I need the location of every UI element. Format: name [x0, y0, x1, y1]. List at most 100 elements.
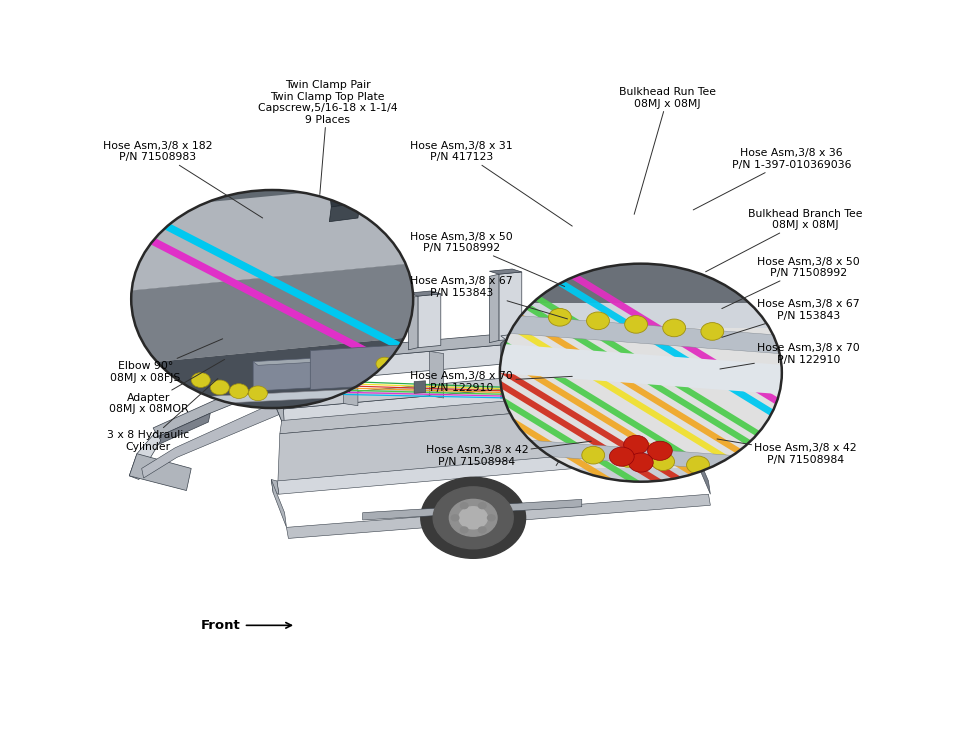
Polygon shape [334, 333, 367, 348]
Polygon shape [329, 203, 359, 221]
Polygon shape [500, 339, 505, 399]
Text: Bulkhead Branch Tee
08MJ x 08MJ: Bulkhead Branch Tee 08MJ x 08MJ [705, 209, 862, 272]
Polygon shape [281, 376, 341, 390]
Circle shape [487, 515, 495, 521]
Polygon shape [493, 343, 788, 395]
Circle shape [499, 263, 781, 482]
Circle shape [248, 386, 267, 401]
Circle shape [451, 515, 458, 521]
Polygon shape [130, 432, 160, 480]
Circle shape [420, 477, 525, 559]
Polygon shape [120, 386, 424, 408]
Polygon shape [142, 399, 278, 478]
Circle shape [433, 487, 513, 549]
Polygon shape [590, 375, 601, 387]
Polygon shape [500, 332, 534, 339]
Polygon shape [510, 344, 524, 390]
Circle shape [700, 323, 723, 340]
Polygon shape [493, 438, 788, 475]
Circle shape [623, 435, 648, 455]
Polygon shape [329, 184, 359, 207]
Polygon shape [277, 399, 684, 482]
Polygon shape [414, 381, 425, 393]
Circle shape [460, 503, 468, 508]
Text: Hose Asm,3/8 x 36
P/N 1-397-010369036: Hose Asm,3/8 x 36 P/N 1-397-010369036 [693, 148, 850, 210]
Text: Hose Asm,3/8 x 31
P/N 417123: Hose Asm,3/8 x 31 P/N 417123 [410, 141, 572, 226]
Text: Hose Asm,3/8 x 67
P/N 153843: Hose Asm,3/8 x 67 P/N 153843 [410, 277, 567, 319]
Polygon shape [596, 337, 610, 383]
Polygon shape [417, 294, 440, 348]
Polygon shape [272, 317, 686, 365]
Polygon shape [408, 291, 440, 296]
Polygon shape [343, 359, 357, 406]
Circle shape [651, 453, 674, 471]
Circle shape [586, 312, 609, 330]
Circle shape [191, 373, 210, 387]
Text: Hose Asm,3/8 x 42
P/N 71508984: Hose Asm,3/8 x 42 P/N 71508984 [425, 441, 591, 466]
Circle shape [477, 527, 485, 533]
Text: Hose Asm,3/8 x 50
P/N 71508992: Hose Asm,3/8 x 50 P/N 71508992 [410, 232, 564, 286]
Polygon shape [505, 336, 534, 395]
Polygon shape [493, 303, 788, 328]
Polygon shape [498, 272, 521, 340]
Text: Hose Asm,3/8 x 70
P/N 122910: Hose Asm,3/8 x 70 P/N 122910 [720, 343, 859, 369]
Polygon shape [279, 385, 686, 434]
Text: Hose Asm,3/8 x 50
P/N 71508992: Hose Asm,3/8 x 50 P/N 71508992 [721, 257, 859, 308]
Polygon shape [429, 351, 443, 398]
Circle shape [375, 357, 393, 370]
Ellipse shape [428, 508, 517, 527]
Polygon shape [271, 480, 286, 528]
Text: Front: Front [201, 619, 240, 632]
Polygon shape [493, 314, 788, 354]
Polygon shape [276, 362, 686, 410]
Text: Bulkhead Run Tee
08MJ x 08MJ: Bulkhead Run Tee 08MJ x 08MJ [618, 87, 716, 214]
Polygon shape [696, 336, 720, 354]
Polygon shape [120, 336, 424, 424]
Circle shape [458, 507, 487, 529]
Text: Twin Clamp Pair
Twin Clamp Top Plate
Capscrew,5/16-18 x 1-1/4
9 Places: Twin Clamp Pair Twin Clamp Top Plate Cap… [257, 80, 396, 194]
Text: Elbow 90°
08MJ x 08FJS: Elbow 90° 08MJ x 08FJS [111, 339, 222, 383]
Circle shape [662, 319, 685, 337]
Polygon shape [272, 328, 696, 384]
Polygon shape [493, 255, 788, 306]
Polygon shape [120, 181, 424, 292]
Polygon shape [489, 269, 521, 275]
Polygon shape [253, 354, 391, 365]
Polygon shape [493, 469, 788, 491]
Text: 3 x 8 Hydraulic
Cylinder: 3 x 8 Hydraulic Cylinder [107, 379, 217, 452]
Polygon shape [120, 152, 424, 292]
Circle shape [628, 453, 653, 472]
Polygon shape [682, 446, 696, 461]
Text: Hose Asm,3/8 x 42
P/N 71508984: Hose Asm,3/8 x 42 P/N 71508984 [717, 439, 856, 464]
Polygon shape [120, 395, 424, 446]
Circle shape [609, 447, 634, 466]
Circle shape [460, 527, 468, 533]
Circle shape [686, 456, 709, 474]
Polygon shape [362, 500, 581, 520]
Circle shape [616, 449, 639, 467]
Polygon shape [155, 413, 210, 446]
Polygon shape [316, 375, 328, 387]
Polygon shape [408, 296, 417, 350]
Polygon shape [310, 345, 405, 390]
Circle shape [477, 503, 485, 508]
Polygon shape [694, 448, 710, 494]
Polygon shape [291, 368, 305, 393]
Circle shape [624, 316, 647, 333]
Polygon shape [286, 494, 710, 539]
Polygon shape [686, 314, 720, 343]
Circle shape [210, 380, 229, 395]
Text: Hose Asm,3/8 x 67
P/N 153843: Hose Asm,3/8 x 67 P/N 153843 [721, 300, 859, 337]
Polygon shape [686, 328, 696, 391]
Polygon shape [586, 311, 619, 325]
Polygon shape [271, 480, 278, 494]
Polygon shape [276, 373, 696, 428]
Circle shape [581, 446, 604, 464]
Polygon shape [130, 454, 191, 491]
Polygon shape [489, 275, 498, 342]
Polygon shape [253, 354, 386, 391]
Circle shape [132, 190, 413, 408]
Polygon shape [152, 369, 279, 437]
Polygon shape [276, 446, 684, 494]
Text: Hose Asm,3/8 x 70
P/N 122910: Hose Asm,3/8 x 70 P/N 122910 [410, 371, 572, 393]
